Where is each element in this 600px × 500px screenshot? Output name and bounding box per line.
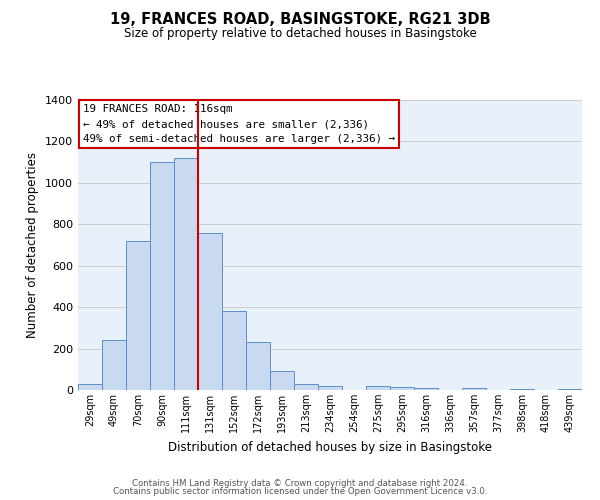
Bar: [294, 384, 318, 390]
Y-axis label: Number of detached properties: Number of detached properties: [26, 152, 40, 338]
Bar: [390, 387, 414, 390]
Bar: [414, 388, 438, 390]
Text: Contains public sector information licensed under the Open Government Licence v3: Contains public sector information licen…: [113, 487, 487, 496]
Bar: [510, 389, 534, 390]
Bar: [558, 389, 582, 390]
Bar: [246, 342, 270, 390]
X-axis label: Distribution of detached houses by size in Basingstoke: Distribution of detached houses by size …: [168, 440, 492, 454]
Bar: [150, 162, 174, 390]
Bar: [366, 386, 390, 390]
Bar: [462, 388, 486, 390]
Bar: [78, 384, 102, 390]
Text: 19, FRANCES ROAD, BASINGSTOKE, RG21 3DB: 19, FRANCES ROAD, BASINGSTOKE, RG21 3DB: [110, 12, 490, 28]
Bar: [102, 340, 126, 390]
Bar: [198, 232, 222, 390]
Text: 19 FRANCES ROAD: 116sqm
← 49% of detached houses are smaller (2,336)
49% of semi: 19 FRANCES ROAD: 116sqm ← 49% of detache…: [83, 104, 395, 144]
Bar: [174, 158, 198, 390]
Text: Contains HM Land Registry data © Crown copyright and database right 2024.: Contains HM Land Registry data © Crown c…: [132, 478, 468, 488]
Text: Size of property relative to detached houses in Basingstoke: Size of property relative to detached ho…: [124, 28, 476, 40]
Bar: [318, 386, 342, 390]
Bar: [222, 312, 246, 390]
Bar: [270, 372, 294, 390]
Bar: [126, 241, 150, 390]
